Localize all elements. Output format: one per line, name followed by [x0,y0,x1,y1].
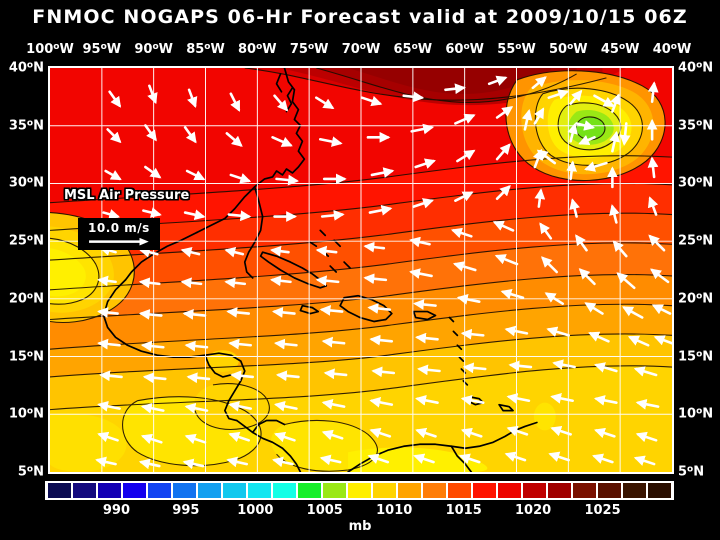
colorbar-swatch [397,483,422,498]
colorbar-swatch [47,483,72,498]
colorbar-swatch [447,483,472,498]
vector-scale-value: 10.0 m/s [88,221,150,235]
map-svg [50,68,672,472]
map-plot-area[interactable]: MSL Air Pressure 10.0 m/s [50,68,672,472]
lat-tick-label: 10oN [8,406,44,422]
lat-tick-label: 5oN [17,464,44,480]
lat-tick-label: 25oN [8,233,44,249]
colorbar-swatch [97,483,122,498]
colorbar-tick-label: 1000 [237,503,274,518]
lon-tick-label: 40oW [652,42,692,57]
lat-tick-label: 35oN [8,118,44,134]
lon-tick-label: 95oW [82,42,122,57]
lat-tick-label: 20oN [8,291,44,307]
colorbar-swatch [322,483,347,498]
colorbar-swatch [122,483,147,498]
wind-vectors [95,75,672,470]
colorbar-swatch [297,483,322,498]
colorbar-swatch [347,483,372,498]
colorbar-tick-label: 1005 [306,503,343,518]
colorbar-tick-label: 1010 [376,503,413,518]
lon-tick-label: 60oW [445,42,484,57]
lat-tick-label: 15oN [8,349,44,365]
colorbar-swatch [522,483,547,498]
colorbar-swatch [272,483,297,498]
lon-tick-label: 45oW [600,42,640,57]
lat-tick-label: 15oN [678,349,714,365]
colorbar-swatch [497,483,522,498]
field-label: MSL Air Pressure [64,188,190,203]
lat-tick-label: 10oN [678,406,714,422]
colorbar-swatch [547,483,572,498]
colorbar-unit-label: mb [348,519,372,534]
lon-tick-label: 50oW [549,42,588,57]
colorbar-tick-label: 990 [102,503,131,518]
colorbar-swatch [72,483,97,498]
longitude-axis: 100oW 95oW 90oW 85oW 80oW 75oW 70oW 65oW 60oW 55o… [0,42,720,58]
colorbar-swatch [572,483,597,498]
colorbar-swatch [647,483,672,498]
lat-tick-label: 20oN [678,291,714,307]
lon-tick-label: 70oW [341,42,381,57]
colorbar-tick-label: 995 [172,503,200,518]
colorbar-swatch [472,483,497,498]
lat-tick-label: 40oN [8,60,44,76]
lat-tick-label: 35oN [678,118,714,134]
colorbar-swatch [372,483,397,498]
lat-tick-label: 5oN [678,464,705,480]
colorbar-tick-label: 1025 [584,503,621,518]
colorbar-swatch [247,483,272,498]
lon-tick-label: 55oW [497,42,536,57]
colorbar-swatch [172,483,197,498]
lat-tick-label: 30oN [8,175,44,191]
colorbar-tick-label: 1020 [515,503,552,518]
page-title: FNMOC NOGAPS 06-Hr Forecast valid at 200… [32,6,688,28]
colorbar-swatch [222,483,247,498]
lon-tick-label: 100oW [26,42,74,57]
lon-tick-label: 85oW [186,42,225,57]
colorbar-tick-label: 1015 [445,503,482,518]
right-arrow-icon [88,237,150,246]
lon-tick-label: 75oW [289,42,329,57]
colorbar-swatch [422,483,447,498]
map-frame: MSL Air Pressure 10.0 m/s [48,66,674,474]
lat-tick-label: 30oN [678,175,714,191]
colorbar-swatch [597,483,622,498]
lon-tick-label: 90oW [134,42,173,57]
colorbar[interactable] [45,481,674,500]
lon-tick-label: 80oW [238,42,277,57]
vector-scale-legend: 10.0 m/s [78,218,160,251]
colorbar-swatch [197,483,222,498]
lon-tick-label: 65oW [393,42,433,57]
colorbar-swatch [147,483,172,498]
lat-tick-label: 40oN [678,60,714,76]
colorbar-swatch [622,483,647,498]
lat-tick-label: 25oN [678,233,714,249]
